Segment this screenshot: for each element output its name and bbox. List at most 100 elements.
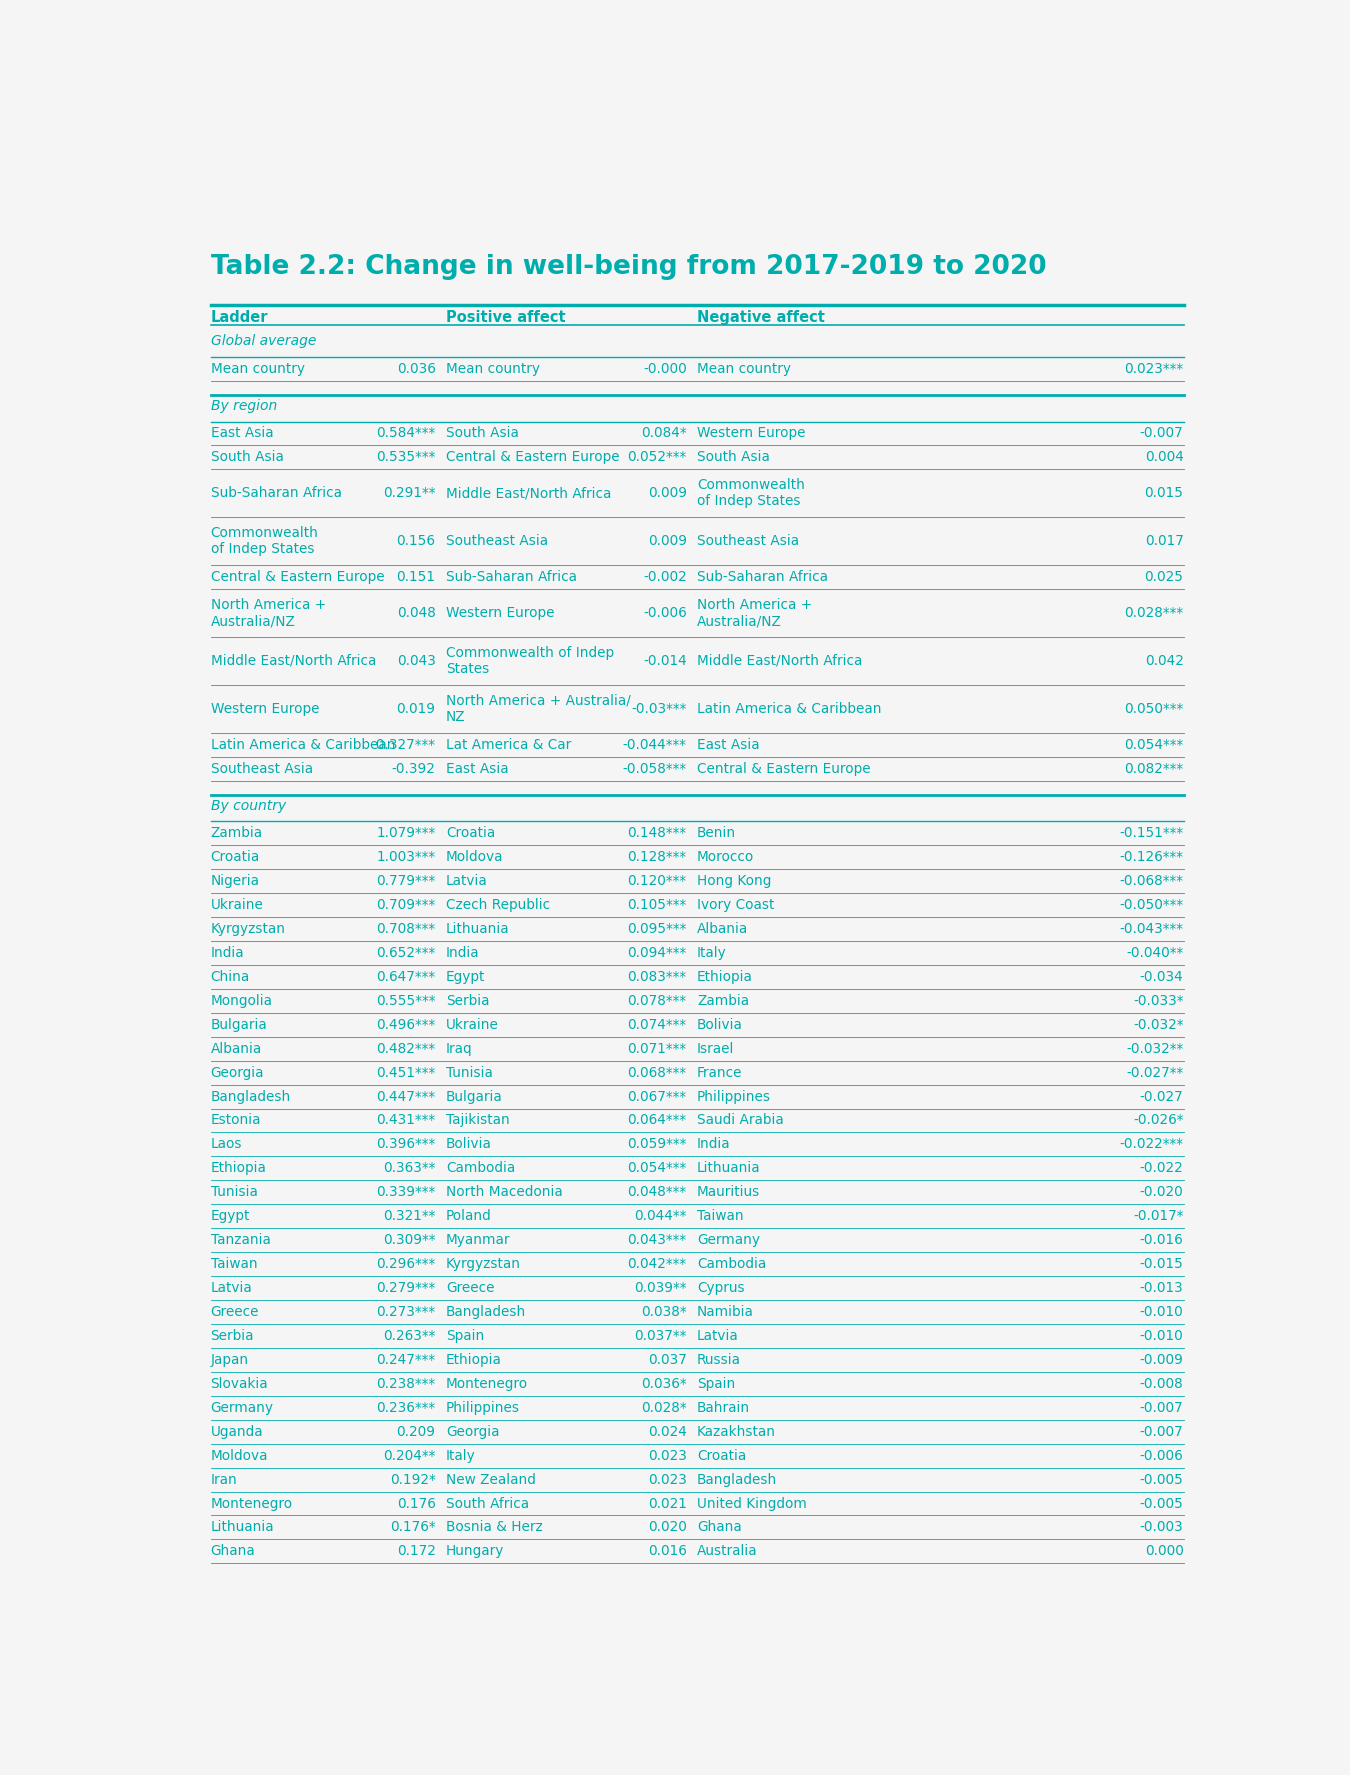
Text: 0.120***: 0.120*** (628, 873, 687, 888)
Text: Estonia: Estonia (211, 1113, 261, 1127)
Text: Taiwan: Taiwan (697, 1209, 744, 1223)
Text: Ghana: Ghana (697, 1521, 743, 1534)
Text: 0.156: 0.156 (397, 534, 436, 548)
Text: Latvia: Latvia (697, 1329, 738, 1344)
Text: 0.042***: 0.042*** (628, 1257, 687, 1271)
Text: -0.014: -0.014 (643, 653, 687, 667)
Text: 0.024: 0.024 (648, 1425, 687, 1440)
Text: Negative affect: Negative affect (697, 311, 825, 325)
Text: 0.064***: 0.064*** (628, 1113, 687, 1127)
Text: 0.447***: 0.447*** (377, 1090, 436, 1104)
Text: -0.068***: -0.068*** (1119, 873, 1184, 888)
Text: -0.027: -0.027 (1139, 1090, 1184, 1104)
Text: 0.059***: 0.059*** (628, 1138, 687, 1152)
Text: 0.431***: 0.431*** (377, 1113, 436, 1127)
Text: South Asia: South Asia (211, 451, 284, 465)
Text: Western Europe: Western Europe (697, 426, 806, 440)
Text: -0.009: -0.009 (1139, 1353, 1184, 1367)
Text: Spain: Spain (697, 1377, 736, 1392)
Text: 0.037**: 0.037** (634, 1329, 687, 1344)
Text: -0.005: -0.005 (1139, 1473, 1184, 1487)
Text: 0.048: 0.048 (397, 605, 436, 619)
Text: Georgia: Georgia (446, 1425, 500, 1440)
Text: -0.007: -0.007 (1139, 1400, 1184, 1415)
Text: Iran: Iran (211, 1473, 238, 1487)
Text: Tunisia: Tunisia (446, 1065, 493, 1079)
Text: Bolivia: Bolivia (446, 1138, 491, 1152)
Text: 0.083***: 0.083*** (628, 969, 687, 983)
Text: -0.043***: -0.043*** (1119, 921, 1184, 935)
Text: Moldova: Moldova (446, 850, 504, 864)
Text: By country: By country (211, 799, 286, 813)
Text: Kyrgyzstan: Kyrgyzstan (211, 921, 286, 935)
Text: Albania: Albania (697, 921, 748, 935)
Text: -0.032**: -0.032** (1126, 1042, 1184, 1056)
Text: -0.022***: -0.022*** (1119, 1138, 1184, 1152)
Text: -0.151***: -0.151*** (1119, 825, 1184, 840)
Text: Germany: Germany (697, 1234, 760, 1248)
Text: -0.006: -0.006 (1139, 1448, 1184, 1463)
Text: Hungary: Hungary (446, 1544, 505, 1558)
Text: 1.079***: 1.079*** (377, 825, 436, 840)
Text: Czech Republic: Czech Republic (446, 898, 551, 912)
Text: 0.025: 0.025 (1145, 570, 1184, 584)
Text: Western Europe: Western Europe (446, 605, 555, 619)
Text: 0.176*: 0.176* (390, 1521, 436, 1534)
Text: South Asia: South Asia (446, 426, 518, 440)
Text: 0.071***: 0.071*** (628, 1042, 687, 1056)
Text: 0.708***: 0.708*** (377, 921, 436, 935)
Text: Uganda: Uganda (211, 1425, 263, 1440)
Text: Lithuania: Lithuania (211, 1521, 274, 1534)
Text: United Kingdom: United Kingdom (697, 1496, 807, 1511)
Text: Commonwealth
of Indep States: Commonwealth of Indep States (211, 525, 319, 556)
Text: 0.039**: 0.039** (634, 1282, 687, 1296)
Text: Latin America & Caribbean: Latin America & Caribbean (211, 738, 396, 751)
Text: 0.095***: 0.095*** (628, 921, 687, 935)
Text: North America +
Australia/NZ: North America + Australia/NZ (697, 598, 813, 628)
Text: Slovakia: Slovakia (211, 1377, 269, 1392)
Text: Serbia: Serbia (211, 1329, 254, 1344)
Text: 0.236***: 0.236*** (377, 1400, 436, 1415)
Text: -0.026*: -0.026* (1133, 1113, 1184, 1127)
Text: Japan: Japan (211, 1353, 248, 1367)
Text: 0.052***: 0.052*** (628, 451, 687, 465)
Text: 0.016: 0.016 (648, 1544, 687, 1558)
Text: 0.015: 0.015 (1145, 486, 1184, 501)
Text: 0.555***: 0.555*** (377, 994, 436, 1008)
Text: Egypt: Egypt (211, 1209, 250, 1223)
Text: Mean country: Mean country (446, 362, 540, 376)
Text: 0.023: 0.023 (648, 1448, 687, 1463)
Text: Moldova: Moldova (211, 1448, 269, 1463)
Text: 0.779***: 0.779*** (377, 873, 436, 888)
Text: 0.363**: 0.363** (383, 1161, 436, 1175)
Text: Germany: Germany (211, 1400, 274, 1415)
Text: Kyrgyzstan: Kyrgyzstan (446, 1257, 521, 1271)
Text: Ivory Coast: Ivory Coast (697, 898, 775, 912)
Text: -0.006: -0.006 (643, 605, 687, 619)
Text: Lithuania: Lithuania (697, 1161, 761, 1175)
Text: North Macedonia: North Macedonia (446, 1186, 563, 1200)
Text: Philippines: Philippines (697, 1090, 771, 1104)
Text: -0.050***: -0.050*** (1119, 898, 1184, 912)
Text: Southeast Asia: Southeast Asia (211, 761, 313, 776)
Text: -0.058***: -0.058*** (622, 761, 687, 776)
Text: 0.279***: 0.279*** (377, 1282, 436, 1296)
Text: Cambodia: Cambodia (446, 1161, 516, 1175)
Text: 0.020: 0.020 (648, 1521, 687, 1534)
Text: Central & Eastern Europe: Central & Eastern Europe (211, 570, 385, 584)
Text: 0.048***: 0.048*** (628, 1186, 687, 1200)
Text: -0.03***: -0.03*** (632, 701, 687, 715)
Text: 0.273***: 0.273*** (377, 1305, 436, 1319)
Text: 0.028***: 0.028*** (1125, 605, 1184, 619)
Text: -0.002: -0.002 (643, 570, 687, 584)
Text: Bolivia: Bolivia (697, 1017, 743, 1031)
Text: -0.034: -0.034 (1139, 969, 1184, 983)
Text: 0.068***: 0.068*** (628, 1065, 687, 1079)
Text: 0.042: 0.042 (1145, 653, 1184, 667)
Text: East Asia: East Asia (211, 426, 273, 440)
Text: Middle East/North Africa: Middle East/North Africa (446, 486, 612, 501)
Text: -0.007: -0.007 (1139, 426, 1184, 440)
Text: -0.016: -0.016 (1139, 1234, 1184, 1248)
Text: 0.247***: 0.247*** (377, 1353, 436, 1367)
Text: Sub-Saharan Africa: Sub-Saharan Africa (446, 570, 576, 584)
